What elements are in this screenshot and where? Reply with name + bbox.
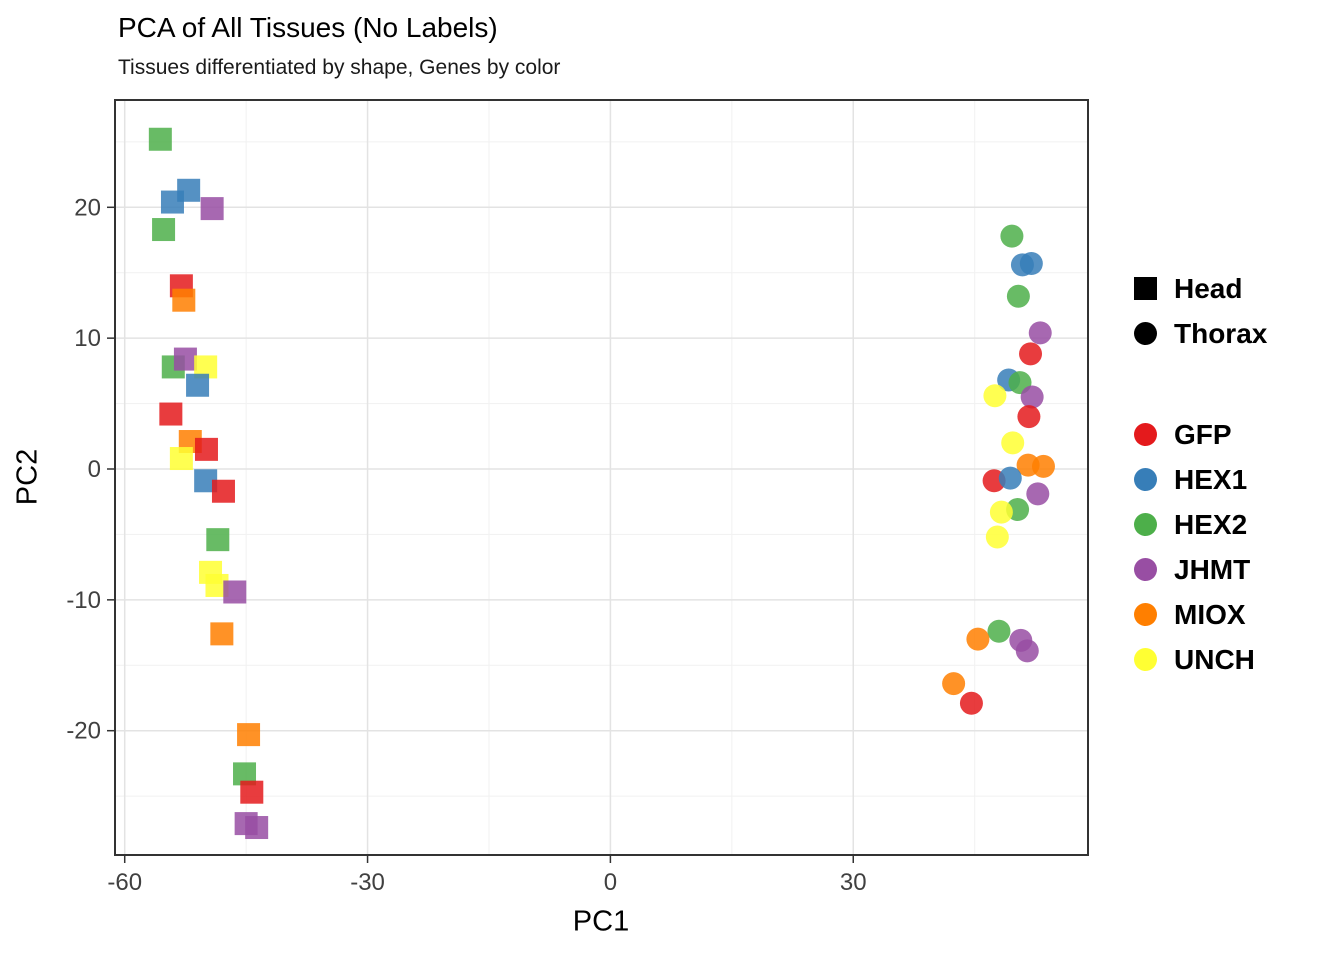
circle-key-icon xyxy=(1134,513,1157,536)
x-tick-label: 0 xyxy=(604,869,617,896)
point-head-gfp xyxy=(211,479,235,503)
point-head-unch xyxy=(194,355,218,379)
point-thorax-hex1 xyxy=(1019,252,1043,276)
point-head-hex1 xyxy=(177,178,201,202)
circle-key-icon xyxy=(1134,648,1157,671)
legend-label: JHMT xyxy=(1174,553,1251,585)
point-thorax-miox xyxy=(966,627,990,651)
point-thorax-unch xyxy=(983,384,1007,408)
point-thorax-hex2 xyxy=(1000,224,1024,248)
plot-panel xyxy=(115,100,1088,855)
point-head-unch xyxy=(205,573,229,597)
point-head-jhmt xyxy=(223,580,247,604)
legend: Head Thorax GFP HEX1 HEX2 JHMT MIOX UNCH xyxy=(1134,266,1267,682)
y-tick-label: 20 xyxy=(74,194,101,221)
legend-label: GFP xyxy=(1174,418,1232,450)
point-head-hex1 xyxy=(194,469,218,493)
legend-label: Head xyxy=(1174,272,1243,304)
point-thorax-jhmt xyxy=(1015,639,1039,663)
legend-item-hex2: HEX2 xyxy=(1134,502,1267,547)
y-axis-title: PC2 xyxy=(11,448,44,506)
point-head-hex2 xyxy=(148,127,172,151)
x-tick-label: 30 xyxy=(840,869,867,896)
y-tick-label: 10 xyxy=(74,325,101,352)
legend-item-head: Head xyxy=(1134,266,1267,311)
point-thorax-hex2 xyxy=(1006,284,1030,308)
y-tick-label: -20 xyxy=(66,718,101,745)
point-thorax-hex2 xyxy=(987,619,1011,643)
point-thorax-gfp xyxy=(959,691,983,715)
legend-item-gfp: GFP xyxy=(1134,412,1267,457)
point-thorax-gfp xyxy=(1019,342,1043,366)
legend-spacer xyxy=(1134,356,1267,412)
point-head-jhmt xyxy=(200,197,224,221)
legend-item-unch: UNCH xyxy=(1134,637,1267,682)
point-head-miox xyxy=(172,288,196,312)
point-head-gfp xyxy=(194,437,218,461)
point-head-hex2 xyxy=(233,762,257,786)
point-head-hex2 xyxy=(206,528,230,552)
point-head-miox xyxy=(210,622,234,646)
circle-key-icon xyxy=(1134,423,1157,446)
legend-label: MIOX xyxy=(1174,598,1246,630)
point-head-unch xyxy=(169,447,193,471)
point-thorax-unch xyxy=(985,525,1009,549)
x-tick-label: -30 xyxy=(350,869,385,896)
circle-key-icon xyxy=(1134,558,1157,581)
legend-item-hex1: HEX1 xyxy=(1134,457,1267,502)
chart-title: PCA of All Tissues (No Labels) xyxy=(118,12,498,43)
legend-item-thorax: Thorax xyxy=(1134,311,1267,356)
circle-key-icon xyxy=(1134,603,1157,626)
point-thorax-hex1 xyxy=(998,466,1022,490)
point-head-hex2 xyxy=(152,218,176,242)
circle-key-icon xyxy=(1134,468,1157,491)
legend-label: UNCH xyxy=(1174,643,1255,675)
point-head-jhmt xyxy=(245,816,269,840)
y-tick-label: 0 xyxy=(88,456,101,483)
point-head-jhmt xyxy=(173,347,197,371)
point-thorax-jhmt xyxy=(1028,321,1052,345)
point-thorax-miox xyxy=(1031,454,1055,478)
point-thorax-gfp xyxy=(1017,405,1041,429)
legend-item-miox: MIOX xyxy=(1134,592,1267,637)
point-thorax-jhmt xyxy=(1026,482,1050,506)
legend-label: Thorax xyxy=(1174,317,1268,349)
y-tick-label: -10 xyxy=(66,587,101,614)
panel-border xyxy=(114,99,1089,856)
point-thorax-jhmt xyxy=(1020,385,1044,409)
legend-label: HEX1 xyxy=(1174,463,1248,495)
point-head-gfp xyxy=(240,780,264,804)
point-thorax-unch xyxy=(1001,431,1025,455)
point-thorax-miox xyxy=(942,672,966,696)
point-head-miox xyxy=(237,723,261,747)
circle-key-icon xyxy=(1134,322,1157,345)
x-axis-title: PC1 xyxy=(572,905,630,938)
x-tick-label: -60 xyxy=(107,869,142,896)
point-head-gfp xyxy=(159,402,183,426)
square-key-icon xyxy=(1134,277,1157,300)
legend-item-jhmt: JHMT xyxy=(1134,547,1267,592)
legend-label: HEX2 xyxy=(1174,508,1248,540)
point-head-hex1 xyxy=(186,373,210,397)
point-thorax-unch xyxy=(989,500,1013,524)
chart-subtitle: Tissues differentiated by shape, Genes b… xyxy=(118,56,561,79)
